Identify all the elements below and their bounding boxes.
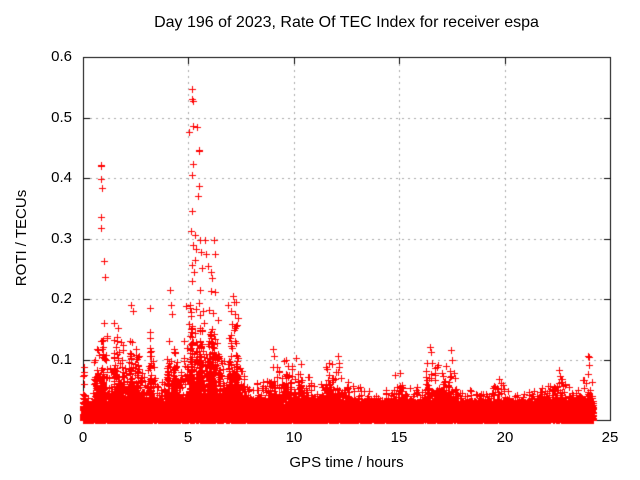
x-tick-label: 10 (285, 429, 303, 446)
y-tick-label: 0 (63, 411, 72, 428)
y-tick-label: 0.3 (51, 230, 72, 247)
chart-title: Day 196 of 2023, Rate Of TEC Index for r… (154, 14, 539, 31)
y-tick-label: 0.6 (51, 48, 72, 65)
x-tick-label: 20 (496, 429, 514, 446)
x-tick-label: 5 (183, 429, 193, 446)
y-tick-label: 0.4 (51, 169, 72, 186)
y-tick-label: 0.2 (51, 290, 72, 307)
y-tick-labels: 0 0.1 0.2 0.3 0.4 0.5 0.6 (0, 0, 74, 480)
y-tick-label: 0.5 (51, 109, 72, 126)
x-tick-label: 25 (601, 429, 619, 446)
x-tick-label: 0 (78, 429, 88, 446)
y-tick-label: 0.1 (51, 351, 72, 368)
x-axis-label: GPS time / hours (289, 454, 404, 471)
x-tick-label: 15 (390, 429, 408, 446)
